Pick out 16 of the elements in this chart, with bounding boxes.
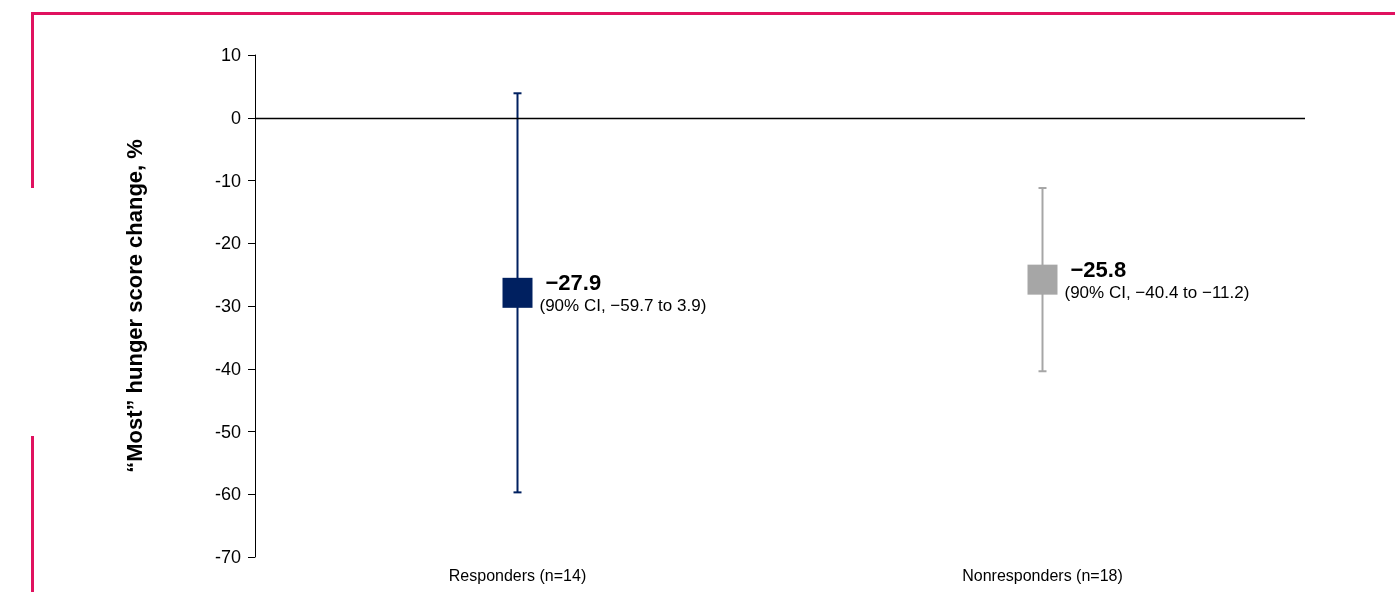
- y-tick-label: -70: [214, 547, 241, 567]
- y-tick-label: 0: [230, 107, 241, 128]
- data-label: −25.8: [1070, 257, 1127, 283]
- y-tick-label: -40: [214, 358, 241, 379]
- annotation: (90% CI, −40.4 to −11.2): [1064, 282, 1250, 302]
- y-tick-label: -20: [214, 233, 241, 254]
- y-axis-title: “Most” hunger score change, %: [121, 139, 147, 473]
- y-tick-label: 10: [220, 45, 241, 65]
- y-tick-label: -30: [214, 296, 241, 316]
- x-tick-label: Responders (n=14): [448, 566, 587, 584]
- y-tick-label: -60: [214, 484, 241, 505]
- x-tick-label: Nonresponders (n=18): [962, 566, 1123, 584]
- annotation: (90% CI, −59.7 to 3.9): [539, 295, 707, 315]
- y-tick-label: -10: [214, 170, 241, 191]
- y-tick-label: -50: [214, 421, 241, 442]
- data-label: −27.9: [545, 270, 602, 296]
